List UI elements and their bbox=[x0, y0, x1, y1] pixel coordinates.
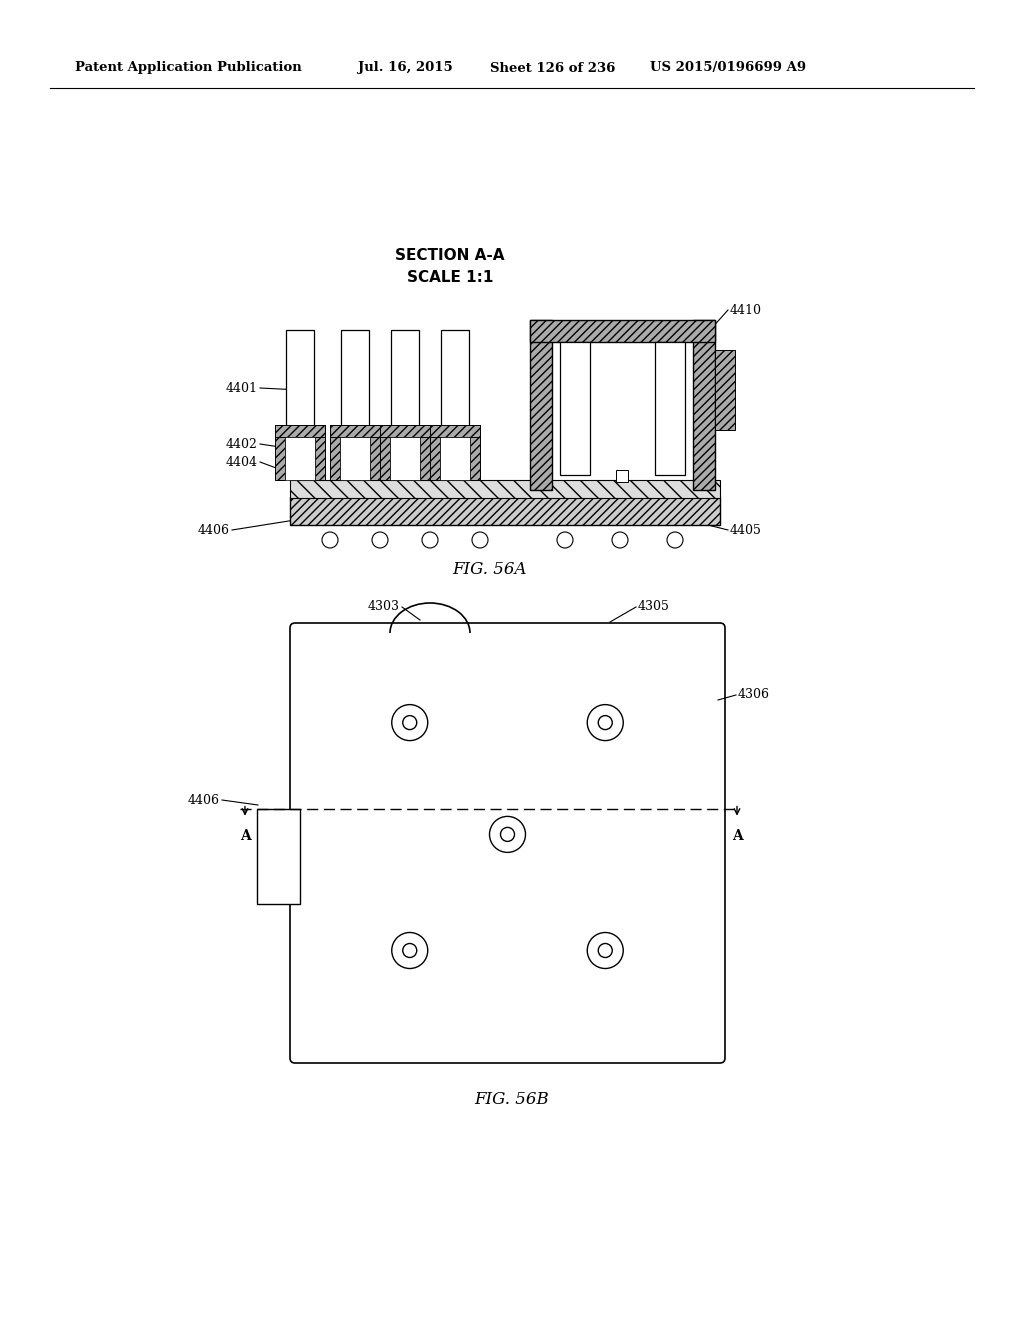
Bar bbox=[330, 425, 340, 480]
Bar bbox=[330, 425, 380, 437]
Bar bbox=[530, 319, 552, 490]
Text: FIG. 56B: FIG. 56B bbox=[475, 1092, 549, 1109]
Circle shape bbox=[557, 532, 573, 548]
Bar bbox=[420, 425, 430, 480]
Bar bbox=[390, 437, 420, 480]
Circle shape bbox=[587, 932, 624, 969]
Bar bbox=[380, 425, 430, 437]
Bar bbox=[285, 437, 315, 480]
Bar bbox=[440, 437, 470, 480]
Bar bbox=[290, 480, 720, 498]
Bar bbox=[560, 342, 590, 475]
Circle shape bbox=[402, 715, 417, 730]
Bar bbox=[616, 470, 628, 482]
Circle shape bbox=[322, 532, 338, 548]
Bar bbox=[470, 425, 480, 480]
Bar bbox=[315, 425, 325, 480]
Bar bbox=[430, 425, 480, 437]
Text: FIG. 56A: FIG. 56A bbox=[453, 561, 527, 578]
Text: 4305: 4305 bbox=[638, 601, 670, 614]
Text: SECTION A-A: SECTION A-A bbox=[395, 248, 505, 263]
Circle shape bbox=[472, 532, 488, 548]
Text: Jul. 16, 2015: Jul. 16, 2015 bbox=[358, 62, 453, 74]
Bar bbox=[340, 437, 370, 480]
Circle shape bbox=[372, 532, 388, 548]
Bar bbox=[275, 425, 285, 480]
Bar bbox=[370, 425, 380, 480]
Bar bbox=[430, 425, 440, 480]
Text: 4410: 4410 bbox=[730, 304, 762, 317]
Bar bbox=[693, 319, 715, 490]
Circle shape bbox=[489, 816, 525, 853]
Circle shape bbox=[612, 532, 628, 548]
Bar bbox=[275, 425, 325, 437]
Text: Patent Application Publication: Patent Application Publication bbox=[75, 62, 302, 74]
Circle shape bbox=[402, 944, 417, 957]
Circle shape bbox=[598, 944, 612, 957]
Text: 4406: 4406 bbox=[188, 793, 220, 807]
Bar bbox=[257, 809, 300, 904]
Text: 4405: 4405 bbox=[730, 524, 762, 536]
Bar bbox=[286, 330, 314, 470]
Bar bbox=[290, 498, 720, 525]
Bar bbox=[655, 342, 685, 475]
Bar bbox=[380, 425, 390, 480]
Circle shape bbox=[422, 532, 438, 548]
Circle shape bbox=[598, 715, 612, 730]
Text: SCALE 1:1: SCALE 1:1 bbox=[407, 271, 494, 285]
Text: 4404: 4404 bbox=[226, 455, 258, 469]
Text: 4303: 4303 bbox=[368, 601, 400, 614]
Bar bbox=[391, 330, 419, 470]
Circle shape bbox=[392, 705, 428, 741]
FancyBboxPatch shape bbox=[290, 623, 725, 1063]
Text: 4402: 4402 bbox=[226, 437, 258, 450]
Text: A: A bbox=[240, 829, 251, 842]
Bar bbox=[441, 330, 469, 470]
Bar bbox=[341, 330, 369, 470]
Circle shape bbox=[587, 705, 624, 741]
Circle shape bbox=[667, 532, 683, 548]
Text: 4401: 4401 bbox=[226, 381, 258, 395]
Circle shape bbox=[392, 932, 428, 969]
Bar bbox=[715, 350, 735, 430]
Bar bbox=[530, 319, 715, 342]
Text: 4406: 4406 bbox=[198, 524, 230, 536]
Text: US 2015/0196699 A9: US 2015/0196699 A9 bbox=[650, 62, 806, 74]
Circle shape bbox=[501, 828, 514, 841]
Text: Sheet 126 of 236: Sheet 126 of 236 bbox=[490, 62, 615, 74]
Text: 4306: 4306 bbox=[738, 689, 770, 701]
Text: A: A bbox=[731, 829, 742, 842]
